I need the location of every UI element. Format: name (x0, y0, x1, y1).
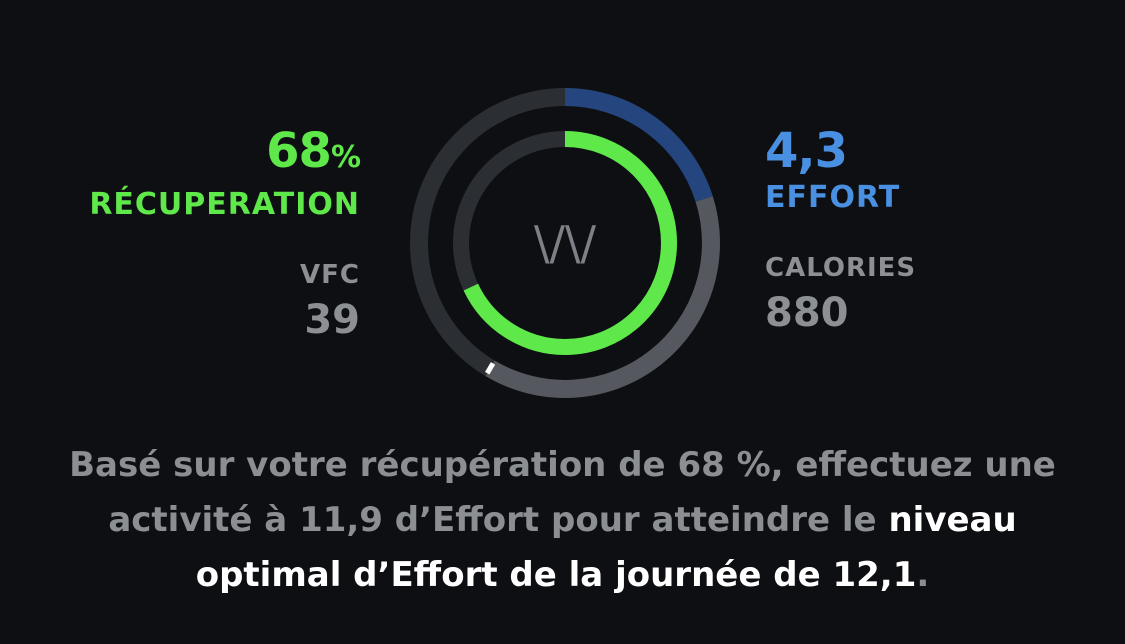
hrv-label: VFC (300, 260, 360, 290)
effort-value: 4,3 (765, 123, 848, 179)
recovery-arc (453, 131, 677, 355)
effort-panel: 4,3 EFFORT CALORIES 880 (765, 125, 916, 335)
whoop-logo-icon: \/\/ (534, 216, 596, 270)
calories-value: 880 (765, 290, 849, 336)
optimal-effort-highlight: niveau optimal d’Effort de la journée de… (195, 500, 1017, 595)
calories-label: CALORIES (765, 253, 917, 283)
effort-label: EFFORT (765, 180, 901, 215)
optimal-effort-arc (485, 196, 720, 398)
optimal-target-marker (485, 362, 496, 375)
recommendation-body: Basé sur votre récupération de 68 %, eff… (69, 445, 1056, 540)
strain-recovery-dial: \/\/ (410, 88, 720, 398)
hrv-value: 39 (304, 297, 360, 343)
recommendation-end: . (916, 555, 930, 595)
recovery-value: 68% (266, 123, 361, 179)
recovery-unit: % (330, 140, 361, 175)
effort-arc (564, 88, 713, 202)
recovery-label: RÉCUPERATION (89, 187, 360, 222)
recommendation-text: Basé sur votre récupération de 68 %, eff… (40, 438, 1085, 603)
recovery-panel: 68% RÉCUPERATION VFC 39 (89, 123, 361, 343)
